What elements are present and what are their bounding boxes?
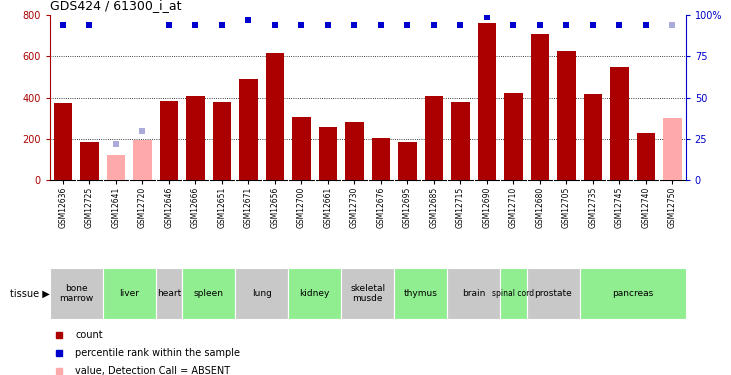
Text: liver: liver: [119, 289, 139, 298]
Bar: [213, 102, 231, 180]
Text: brain: brain: [462, 289, 485, 298]
Text: spinal cord: spinal cord: [493, 289, 534, 298]
Bar: [477, 23, 496, 180]
Bar: [133, 140, 152, 180]
FancyBboxPatch shape: [182, 268, 235, 319]
Text: pancreas: pancreas: [612, 289, 654, 298]
Bar: [451, 102, 470, 180]
FancyBboxPatch shape: [580, 268, 686, 319]
Bar: [637, 133, 655, 180]
Bar: [610, 67, 629, 180]
Bar: [663, 118, 682, 180]
FancyBboxPatch shape: [526, 268, 580, 319]
Text: heart: heart: [157, 289, 181, 298]
Text: lung: lung: [251, 289, 272, 298]
Bar: [186, 96, 205, 180]
Text: spleen: spleen: [194, 289, 224, 298]
Text: count: count: [75, 330, 103, 340]
Bar: [319, 128, 337, 180]
Text: bone
marrow: bone marrow: [59, 284, 94, 303]
Bar: [398, 142, 417, 180]
FancyBboxPatch shape: [341, 268, 394, 319]
Bar: [345, 122, 364, 180]
Text: prostate: prostate: [534, 289, 572, 298]
FancyBboxPatch shape: [50, 268, 102, 319]
Text: kidney: kidney: [300, 289, 330, 298]
Bar: [53, 103, 72, 180]
Text: percentile rank within the sample: percentile rank within the sample: [75, 348, 240, 358]
Bar: [239, 79, 258, 180]
Bar: [425, 96, 443, 180]
Bar: [265, 53, 284, 180]
Text: thymus: thymus: [404, 289, 438, 298]
FancyBboxPatch shape: [156, 268, 182, 319]
Bar: [531, 34, 549, 180]
Text: skeletal
musde: skeletal musde: [350, 284, 385, 303]
Bar: [371, 138, 390, 180]
Text: tissue ▶: tissue ▶: [10, 288, 49, 298]
Bar: [557, 51, 576, 180]
Bar: [159, 100, 178, 180]
FancyBboxPatch shape: [235, 268, 288, 319]
FancyBboxPatch shape: [394, 268, 447, 319]
FancyBboxPatch shape: [102, 268, 156, 319]
Bar: [292, 117, 311, 180]
FancyBboxPatch shape: [447, 268, 500, 319]
Bar: [80, 142, 99, 180]
FancyBboxPatch shape: [500, 268, 526, 319]
Bar: [107, 155, 125, 180]
FancyBboxPatch shape: [288, 268, 341, 319]
Text: GDS424 / 61300_i_at: GDS424 / 61300_i_at: [50, 0, 181, 12]
Text: value, Detection Call = ABSENT: value, Detection Call = ABSENT: [75, 366, 230, 375]
Bar: [504, 93, 523, 180]
Bar: [583, 94, 602, 180]
